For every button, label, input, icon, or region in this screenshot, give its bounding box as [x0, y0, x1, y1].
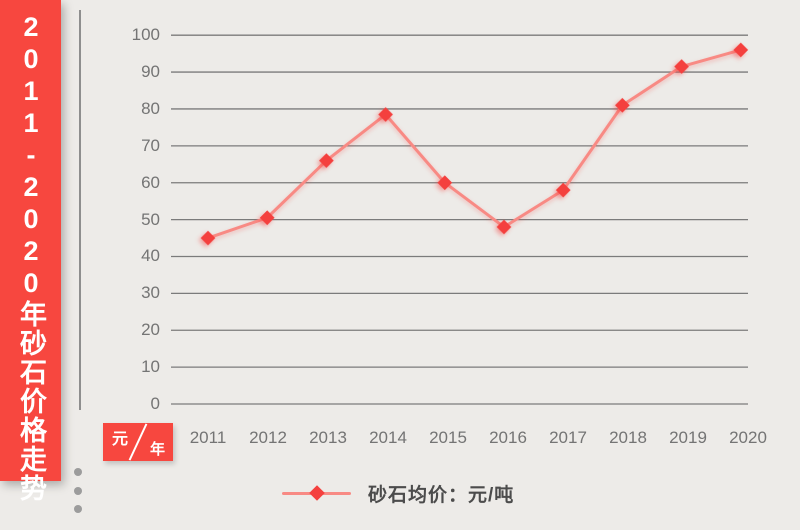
- data-point-marker: [496, 219, 512, 235]
- data-point-marker: [378, 107, 393, 122]
- data-point-marker: [733, 42, 749, 58]
- unit-denominator: 年: [149, 441, 165, 458]
- data-point-marker: [200, 230, 216, 246]
- x-axis-tick-label: 2019: [669, 428, 707, 447]
- title-banner: 2011-2020年砂石价格走势: [0, 0, 61, 503]
- x-axis-tick-label: 2011: [189, 428, 227, 447]
- axis-unit-badge: 元 年: [103, 423, 173, 461]
- legend: 砂石均价：元/吨: [282, 479, 514, 507]
- legend-label: 砂石均价：元/吨: [368, 484, 515, 506]
- x-axis-tick-label: 2018: [609, 428, 647, 447]
- y-axis-line: [79, 10, 81, 410]
- x-axis-tick-label: 2014: [369, 428, 407, 447]
- data-point-marker: [319, 153, 334, 168]
- data-point-marker: [555, 182, 571, 198]
- series-line: [206, 48, 743, 240]
- y-axis-tick-label: 30: [141, 283, 160, 303]
- dot-icon: [74, 505, 82, 513]
- y-axis-tick-label: 10: [141, 357, 160, 377]
- unit-numerator: 元: [112, 431, 129, 448]
- x-axis-tick-label: 2016: [489, 428, 527, 447]
- x-axis-tick-label: 2012: [249, 428, 287, 447]
- x-axis-tick-label: 2015: [429, 428, 467, 447]
- y-axis-tick-label: 0: [150, 394, 160, 413]
- x-axis-tick-label: 2017: [549, 428, 587, 447]
- legend-diamond-icon: [308, 485, 325, 501]
- y-axis-tick-label: 100: [131, 25, 160, 45]
- y-axis-tick-label: 40: [141, 246, 160, 266]
- dot-icon: [74, 468, 82, 476]
- data-point-marker: [615, 97, 630, 113]
- banner-dots: [74, 468, 82, 524]
- x-axis-tick-label: 2020: [729, 428, 767, 447]
- y-axis-tick-label: 80: [141, 98, 160, 118]
- legend-line-swatch: [282, 485, 351, 501]
- dot-icon: [74, 486, 82, 495]
- y-axis-tick-label: 60: [141, 172, 160, 192]
- unit-slash-icon: [128, 423, 148, 461]
- y-axis-tick-label: 70: [141, 135, 160, 155]
- data-point-marker: [259, 210, 275, 226]
- data-point-marker: [437, 175, 453, 191]
- page-title: 2011-2020年砂石价格走势: [16, 12, 46, 503]
- y-axis-tick-label: 90: [141, 62, 160, 82]
- y-axis-tick-label: 20: [141, 320, 160, 340]
- y-axis-tick-label: 50: [141, 209, 160, 229]
- x-axis-tick-label: 2013: [309, 428, 347, 447]
